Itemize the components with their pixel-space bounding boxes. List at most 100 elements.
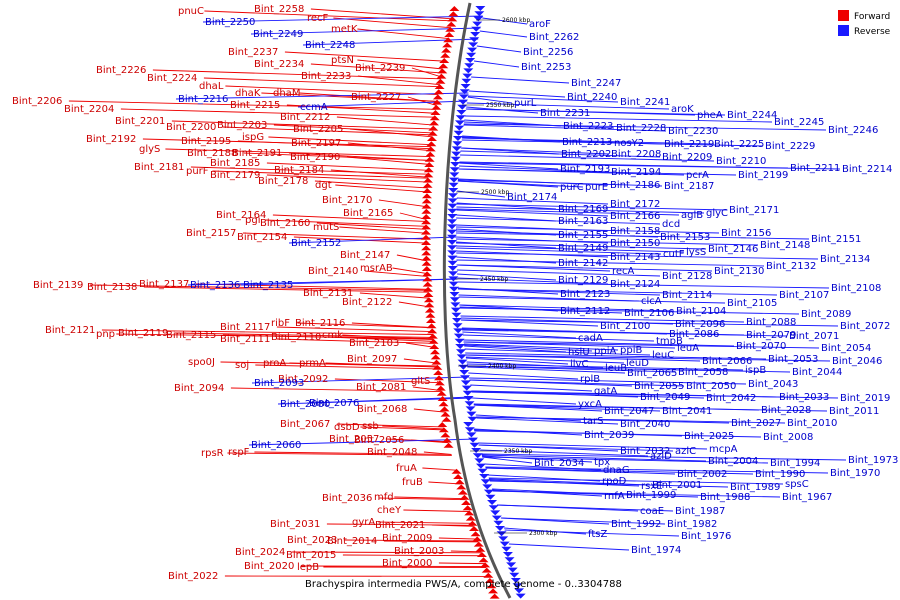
forward-connector [407, 96, 437, 106]
reverse-gene-glyph [474, 458, 485, 464]
reverse-gene-glyph [447, 245, 458, 251]
reverse-gene-label: Bint_2151 [811, 234, 861, 245]
reverse-gene-glyph [455, 349, 466, 355]
forward-connector [357, 59, 443, 70]
reverse-gene-label: leuA [677, 343, 699, 354]
forward-gene-label: Bint_2212 [280, 112, 330, 123]
forward-gene-glyph [421, 266, 432, 271]
forward-gene-label: rspF [228, 447, 250, 458]
reverse-gene-glyph [457, 359, 468, 365]
reverse-connector [458, 294, 640, 302]
reverse-gene-label: Bint_2008 [763, 432, 813, 443]
forward-connector [378, 497, 466, 501]
forward-gene-label: Bint_2014 [327, 536, 377, 547]
forward-gene-label: Bint_2138 [87, 282, 137, 293]
forward-connector [225, 85, 439, 96]
reverse-gene-label: Bint_2071 [789, 331, 839, 342]
forward-gene-label: Bint_2000 [382, 558, 432, 569]
forward-connector [68, 100, 436, 110]
forward-gene-label: Bint_2003 [394, 546, 444, 557]
reverse-gene-label: Bint_2223 [563, 121, 613, 132]
forward-gene-glyph [421, 245, 432, 251]
reverse-connector [473, 404, 661, 412]
reverse-gene-label: Bint_2202 [561, 149, 611, 160]
forward-gene-label: lepB [297, 562, 319, 573]
reverse-gene-glyph [463, 396, 474, 401]
forward-gene-label: Bint_2160 [260, 218, 310, 229]
reverse-connector [463, 343, 619, 351]
reverse-gene-glyph [455, 344, 466, 349]
reverse-gene-label: Bint_2055 [634, 381, 684, 392]
reverse-gene-glyph [490, 510, 501, 516]
reverse-gene-glyph [447, 208, 458, 214]
reverse-gene-label: ftsZ [588, 529, 607, 540]
forward-connector [342, 554, 483, 557]
reverse-gene-glyph [464, 63, 475, 69]
reverse-gene-label: recA [612, 266, 635, 277]
reverse-connector [481, 454, 707, 462]
reverse-connector [465, 357, 569, 365]
reverse-connector [465, 108, 726, 116]
reverse-connector [472, 397, 577, 405]
reverse-gene-label: Bint_2034 [534, 458, 584, 469]
forward-connector [165, 148, 430, 157]
reverse-gene-glyph [499, 541, 510, 547]
reverse-gene-glyph [454, 338, 465, 344]
reverse-gene-label: Bint_2096 [675, 319, 725, 330]
reverse-connector [467, 365, 791, 373]
forward-connector [190, 166, 429, 175]
reverse-gene-label: dcd [662, 219, 680, 230]
reverse-connector [463, 339, 735, 347]
reverse-gene-glyph [447, 203, 458, 209]
forward-connector [284, 51, 445, 62]
forward-gene-label: Bint_2147 [340, 250, 390, 261]
reverse-connector [457, 179, 663, 187]
reverse-gene-glyph [451, 151, 462, 157]
reverse-gene-label: Bint_2152 [291, 238, 341, 249]
forward-gene-glyph [434, 84, 445, 89]
forward-gene-label: recF [307, 13, 329, 24]
forward-connector [310, 63, 442, 74]
reverse-gene-label: Bint_2240 [567, 92, 617, 103]
forward-gene-glyph [440, 52, 451, 58]
reverse-gene-glyph [452, 323, 463, 329]
reverse-connector [460, 319, 599, 327]
forward-gene-glyph [441, 416, 452, 422]
forward-gene-label: Bint_2023 [287, 535, 337, 546]
forward-gene-label: fruB [402, 477, 423, 488]
reverse-gene-label: Bint_2169 [558, 204, 608, 215]
reverse-gene-label: Bint_2210 [716, 156, 766, 167]
legend-reverse-label: Reverse [854, 27, 891, 37]
reverse-gene-label: pcrA [686, 170, 709, 181]
forward-gene-glyph [473, 541, 484, 547]
forward-gene-glyph [483, 572, 494, 578]
reverse-gene-glyph [460, 84, 471, 89]
forward-connector [120, 108, 435, 118]
reverse-gene-glyph [459, 89, 470, 95]
reverse-gene-label: Bint_2041 [662, 406, 712, 417]
forward-connector [288, 152, 430, 161]
forward-gene-glyph [443, 442, 454, 448]
reverse-gene-label: ccmA [300, 102, 328, 113]
reverse-connector [478, 442, 708, 450]
forward-gene-glyph [459, 494, 470, 500]
forward-gene-glyph [484, 578, 495, 583]
forward-connector [174, 332, 434, 338]
reverse-connector [464, 121, 615, 129]
reverse-gene-glyph [498, 536, 509, 542]
reverse-gene-label: azlC [675, 446, 696, 457]
reverse-gene-label: Bint_2150 [610, 238, 660, 249]
reverse-connector [456, 269, 661, 277]
forward-gene-glyph [429, 349, 440, 355]
reverse-gene-glyph [453, 130, 464, 136]
reverse-gene-glyph [450, 302, 461, 308]
forward-connector [342, 334, 434, 340]
forward-gene-label: Bint_2184 [274, 165, 324, 176]
reverse-gene-label: azlD [650, 451, 672, 462]
reverse-gene-label: Bint_2106 [624, 308, 674, 319]
reverse-gene-glyph [458, 94, 469, 100]
reverse-gene-glyph [448, 177, 459, 183]
forward-gene-glyph [480, 562, 491, 568]
forward-connector [314, 180, 428, 189]
forward-gene-glyph [439, 58, 450, 63]
